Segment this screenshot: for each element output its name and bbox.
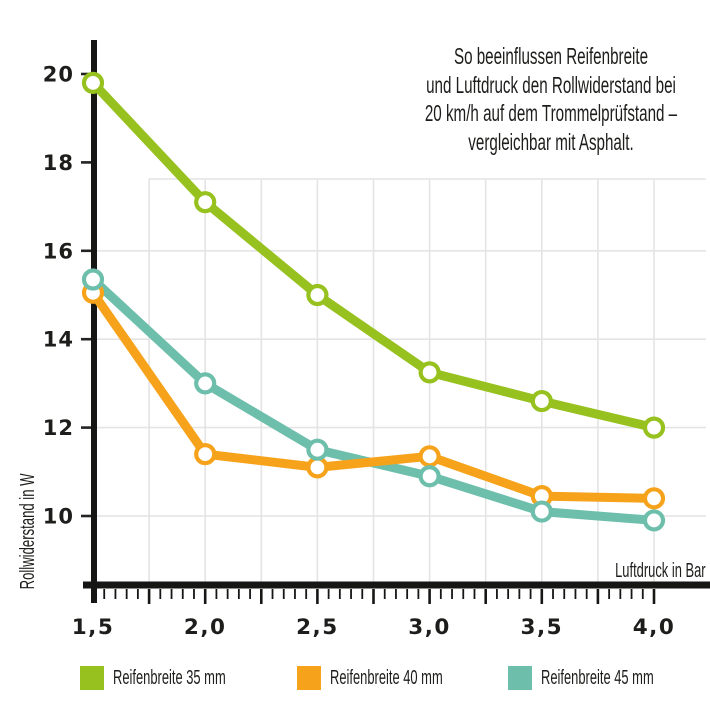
data-point-reifenbreite-45-mm-4,0 <box>642 509 666 532</box>
legend: Reifenbreite 35 mm Reifenbreite 40 mm Re… <box>0 666 710 692</box>
data-point-reifenbreite-35-mm-3,0 <box>418 361 441 384</box>
data-point-reifenbreite-45-mm-1,5 <box>81 268 105 291</box>
data-point-reifenbreite-40-mm-3,0 <box>418 445 441 468</box>
legend-label-45mm: Reifenbreite 45 mm <box>541 666 654 689</box>
legend-swatch-40mm-icon <box>297 666 321 690</box>
legend-label-40mm: Reifenbreite 40 mm <box>330 666 443 689</box>
legend-swatch-35mm-icon <box>80 666 104 690</box>
y-tick-label: 14 <box>43 328 74 352</box>
data-point-reifenbreite-35-mm-4,0 <box>642 416 666 439</box>
x-tick-label: 4,0 <box>633 615 676 640</box>
legend-label-35mm: Reifenbreite 35 mm <box>113 666 226 689</box>
data-point-reifenbreite-35-mm-2,5 <box>306 283 329 307</box>
legend-item-reifenbreite-35mm: Reifenbreite 35 mm <box>80 666 292 690</box>
data-point-reifenbreite-40-mm-2,0 <box>194 443 217 466</box>
y-tick-label: 16 <box>43 239 74 263</box>
legend-item-reifenbreite-40mm: Reifenbreite 40 mm <box>297 666 509 690</box>
data-point-reifenbreite-35-mm-3,5 <box>530 389 553 413</box>
x-tick-label: 3,0 <box>408 615 451 640</box>
y-axis-line <box>91 40 97 603</box>
data-point-reifenbreite-45-mm-2,5 <box>306 438 329 461</box>
chart-title-line-3: 20 km/h auf dem Trommelprüfstand – <box>424 100 678 126</box>
series-line-reifenbreite-35-mm <box>89 79 656 432</box>
chart-title-line-2: und Luftdruck den Rollwiderstand bei <box>426 71 676 98</box>
chart-title: So beeinflussen Reifenbreite und Luftdru… <box>399 42 704 156</box>
data-point-reifenbreite-45-mm-2,0 <box>194 372 217 395</box>
data-point-reifenbreite-35-mm-2,0 <box>194 191 217 214</box>
data-point-reifenbreite-45-mm-3,0 <box>418 465 441 488</box>
y-axis-title: Rollwiderstand in W <box>16 473 39 589</box>
x-axis-title: Luftdruck in Bar <box>615 559 706 582</box>
y-tick-label: 10 <box>43 505 74 529</box>
y-tick-label: 18 <box>43 151 74 175</box>
x-tick-label: 3,5 <box>521 615 564 640</box>
x-tick-label: 2,0 <box>184 615 227 640</box>
y-tick-label: 12 <box>43 416 74 440</box>
y-tick-label: 20 <box>43 63 74 87</box>
data-point-reifenbreite-35-mm-1,5 <box>81 71 105 94</box>
legend-item-reifenbreite-45mm: Reifenbreite 45 mm <box>508 666 710 690</box>
x-axis-line <box>83 581 710 589</box>
x-tick-label: 1,5 <box>72 615 115 640</box>
data-point-reifenbreite-40-mm-2,5 <box>306 456 329 479</box>
x-tick-label: 2,5 <box>296 615 339 640</box>
legend-swatch-45mm-icon <box>508 666 532 690</box>
data-point-reifenbreite-45-mm-3,5 <box>530 500 553 523</box>
chart-title-line-1: So beeinflussen Reifenbreite <box>453 43 649 69</box>
data-point-reifenbreite-40-mm-4,0 <box>642 487 666 510</box>
chart-title-line-4: vergleichbar mit Asphalt. <box>468 128 634 155</box>
series-line-reifenbreite-40-mm <box>89 290 655 503</box>
